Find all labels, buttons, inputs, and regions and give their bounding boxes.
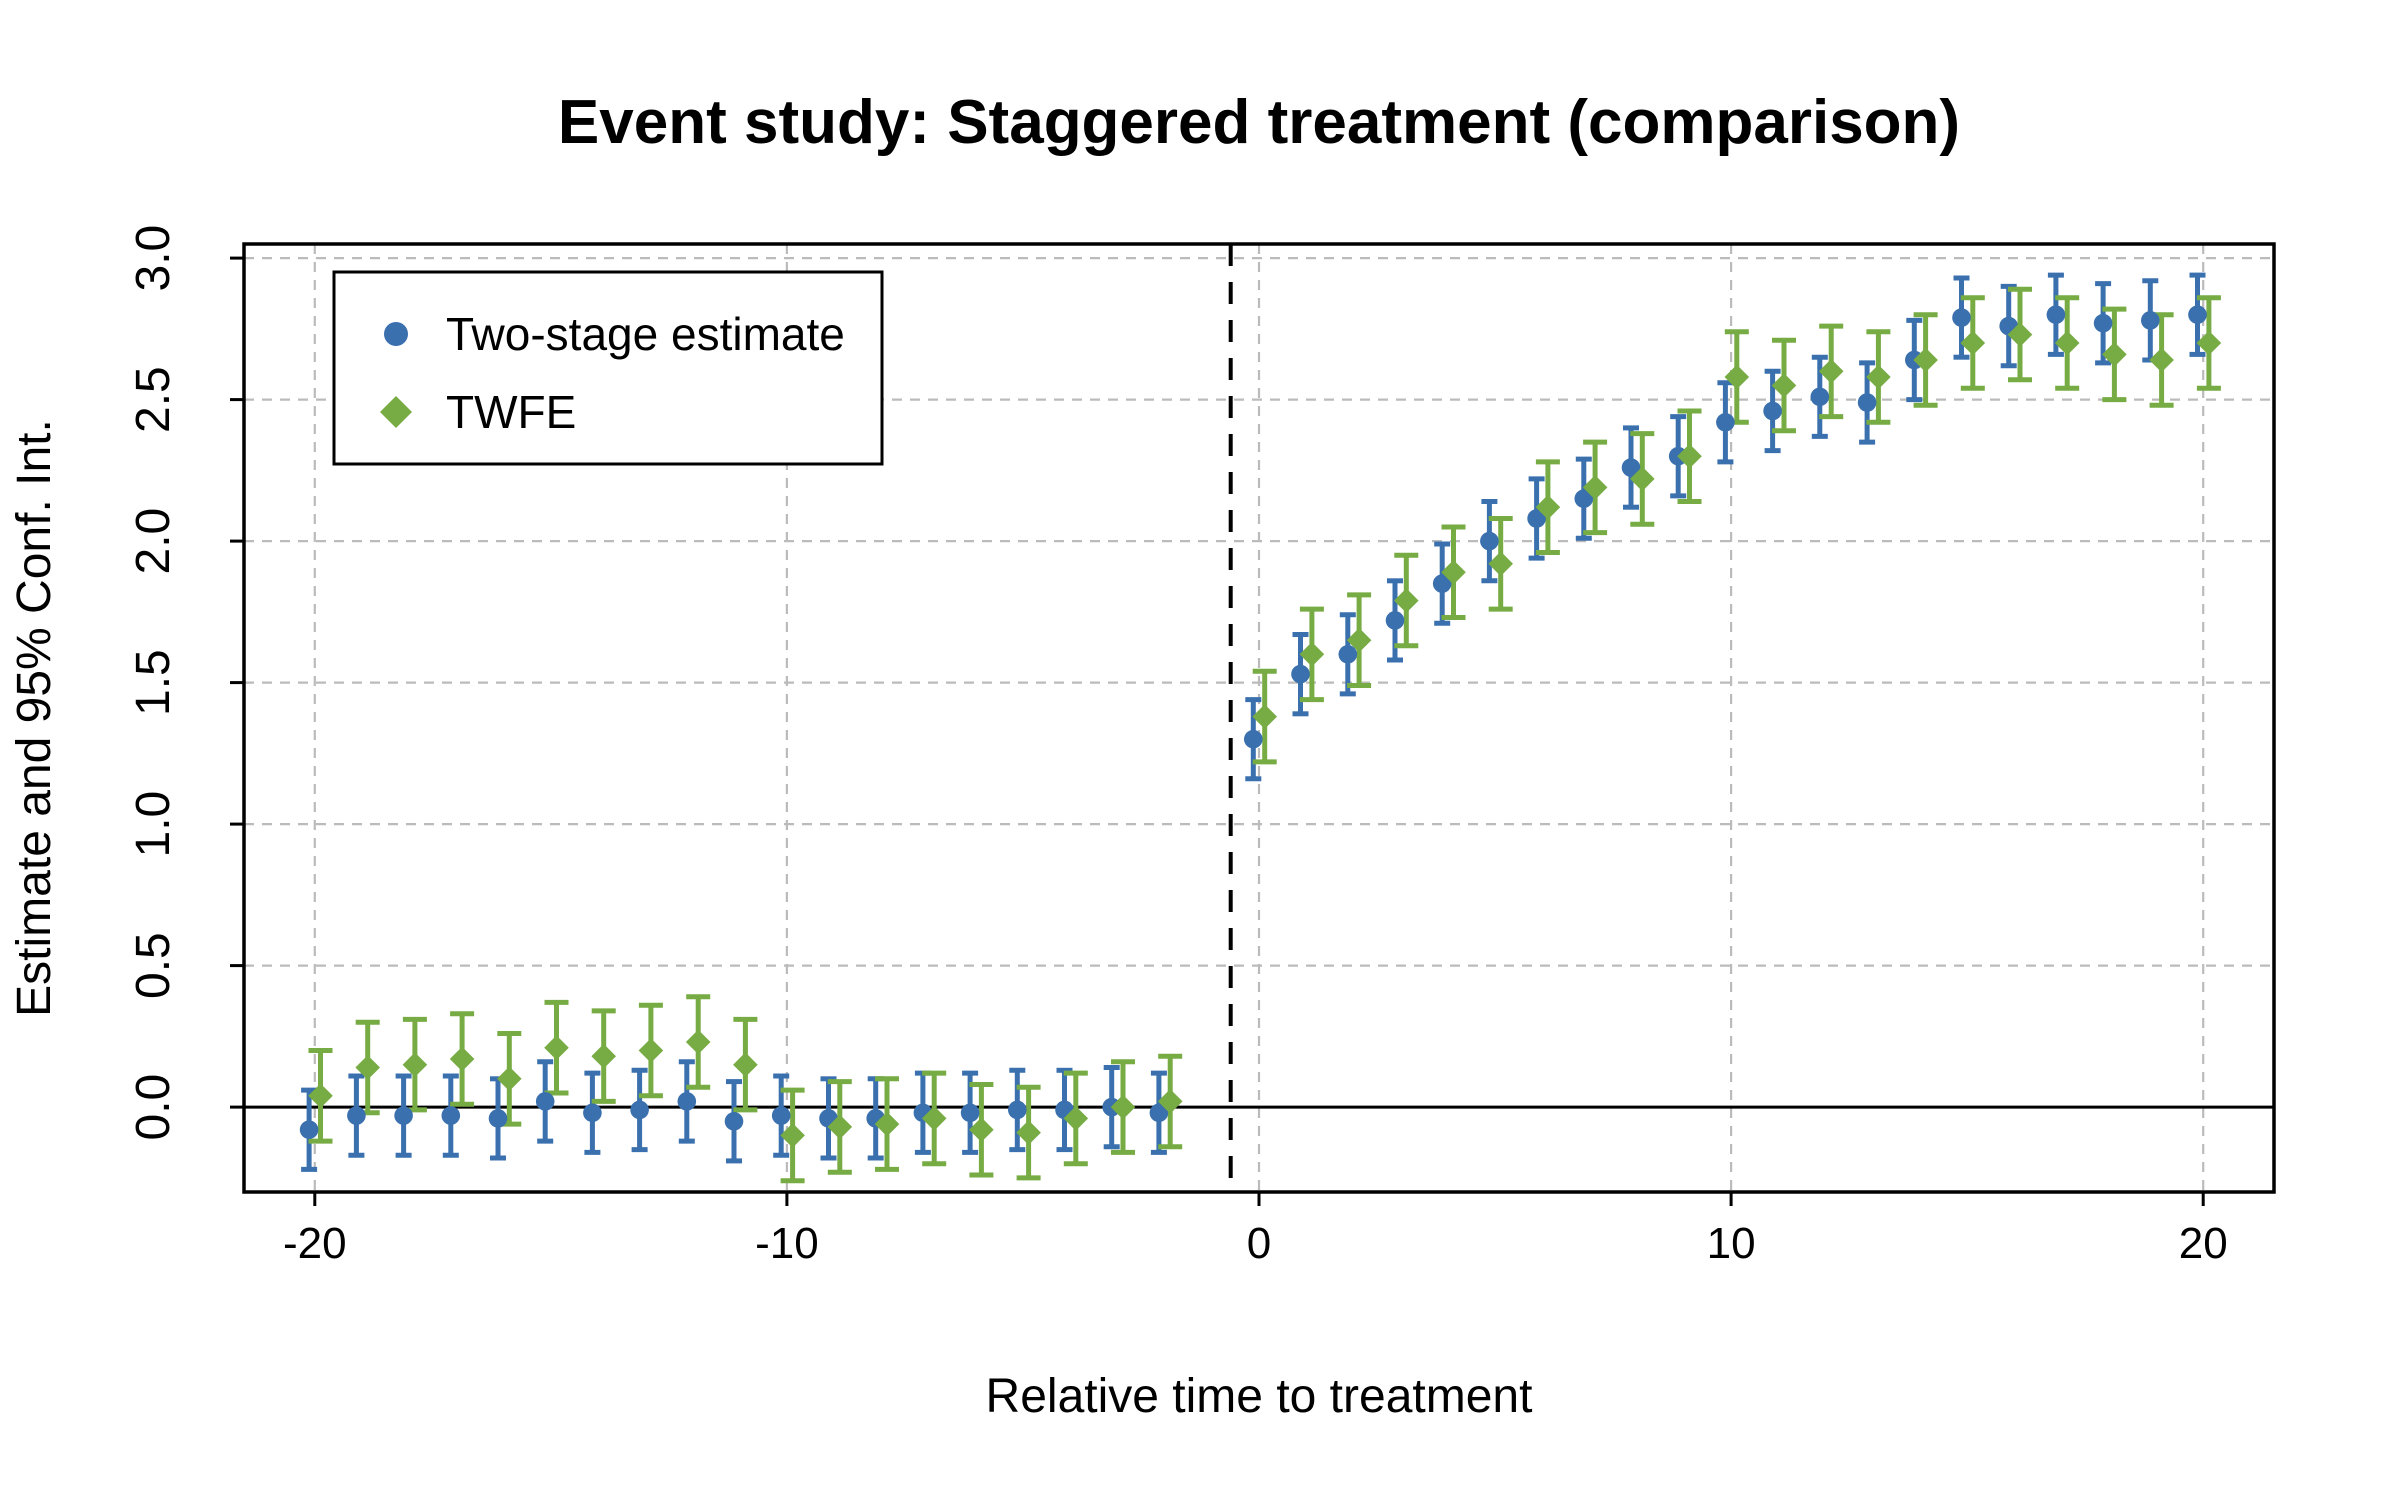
svg-text:1.0: 1.0 xyxy=(127,791,180,858)
svg-text:Relative time to treatment: Relative time to treatment xyxy=(986,1370,1533,1423)
svg-text:-20: -20 xyxy=(283,1219,347,1268)
svg-text:1.5: 1.5 xyxy=(127,649,180,716)
svg-text:2.0: 2.0 xyxy=(127,508,180,575)
svg-text:Two-stage estimate: Two-stage estimate xyxy=(446,308,845,360)
svg-text:0.5: 0.5 xyxy=(127,932,180,999)
svg-text:-10: -10 xyxy=(755,1219,819,1268)
svg-text:0: 0 xyxy=(1247,1219,1271,1268)
svg-text:3.0: 3.0 xyxy=(127,225,180,292)
svg-text:20: 20 xyxy=(2179,1219,2228,1268)
svg-text:10: 10 xyxy=(1707,1219,1756,1268)
svg-text:2.5: 2.5 xyxy=(127,366,180,433)
svg-text:0.0: 0.0 xyxy=(127,1074,180,1141)
svg-text:Event study: Staggered treatme: Event study: Staggered treatment (compar… xyxy=(558,88,1960,157)
svg-text:Estimate and 95% Conf. Int.: Estimate and 95% Conf. Int. xyxy=(8,419,61,1017)
svg-text:TWFE: TWFE xyxy=(446,386,576,438)
